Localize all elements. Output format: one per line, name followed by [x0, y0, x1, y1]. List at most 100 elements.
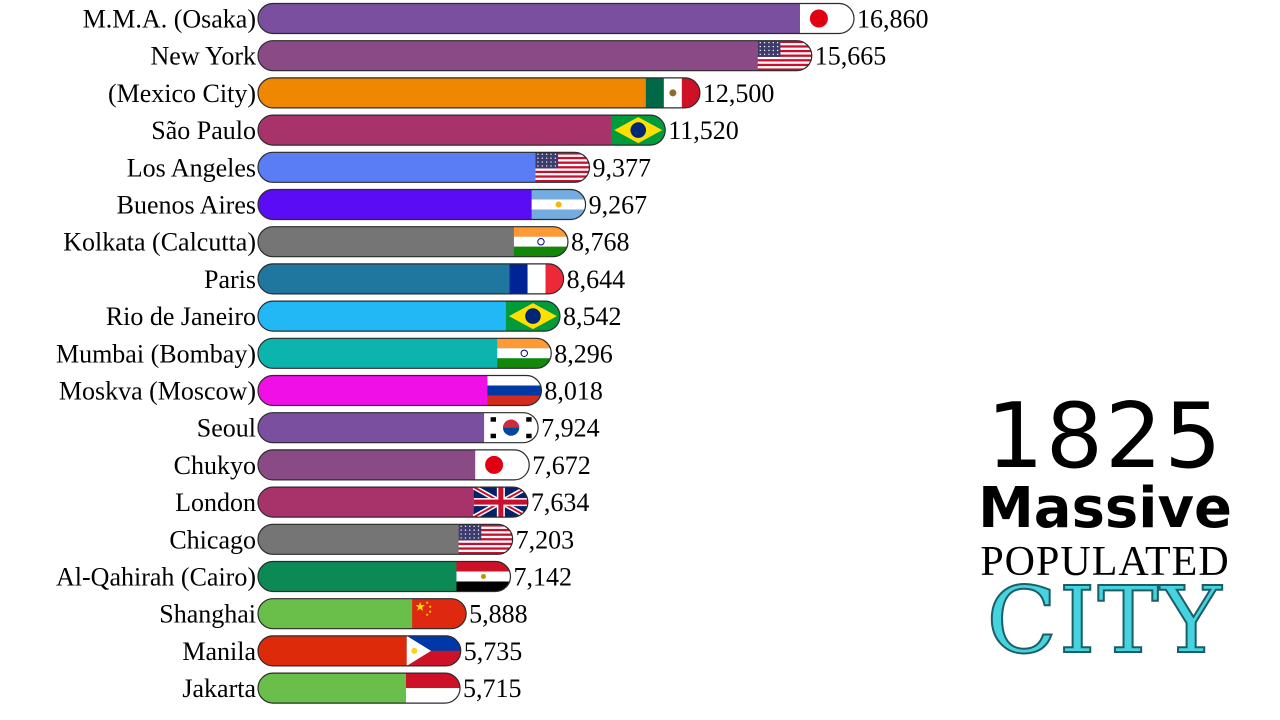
- value-label: 5,888: [469, 600, 528, 629]
- bar-row: Al-Qahirah (Cairo) 7,142: [56, 560, 572, 593]
- bar: [258, 3, 854, 34]
- bar: [258, 115, 666, 146]
- bar-row: Rio de Janeiro 8,542: [106, 300, 622, 332]
- bar-row: Shanghai 5,888: [159, 598, 528, 630]
- flag-icon: [497, 338, 552, 369]
- value-label: 5,715: [463, 674, 522, 703]
- bar-outline: [257, 523, 514, 555]
- value-label: 9,377: [592, 153, 651, 182]
- value-label: 16,860: [857, 5, 929, 34]
- bar-row: Chicago 7,203: [169, 523, 575, 555]
- flag-icon: [458, 524, 513, 555]
- flag-icon: [487, 375, 542, 406]
- category-label: London: [175, 488, 256, 517]
- bar-row: Moskva (Moscow) 8,018: [59, 374, 603, 407]
- bar-row: Seoul 7,924: [197, 412, 600, 444]
- category-label: Al-Qahirah (Cairo): [56, 563, 256, 592]
- flag-icon: [505, 301, 560, 332]
- bar-outline: [257, 40, 813, 72]
- category-label: Moskva (Moscow): [59, 377, 256, 406]
- flag-icon: [513, 226, 568, 257]
- flag-icon: [509, 263, 564, 294]
- flag-icon: [645, 77, 700, 108]
- category-label: Paris: [204, 265, 256, 294]
- bar-row: Chukyo 7,672: [174, 449, 591, 481]
- bar-outline: [257, 412, 539, 444]
- value-label: 8,644: [567, 265, 626, 294]
- value-label: 15,665: [815, 42, 887, 71]
- flag-icon: [412, 598, 467, 629]
- bar-row: Buenos Aires 9,267: [117, 188, 648, 221]
- flag-icon: [406, 635, 461, 666]
- flag-icon: [475, 449, 530, 480]
- bar-row: Mumbai (Bombay) 8,296: [56, 337, 613, 369]
- value-label: 8,296: [554, 339, 613, 368]
- category-label: New York: [151, 42, 256, 71]
- bar-outline: [257, 151, 591, 183]
- category-label: Manila: [182, 637, 256, 666]
- bar-chart: M.M.A. (Osaka) 16,860 New York 15,665 (Mexic…: [56, 2, 929, 704]
- category-label: Seoul: [197, 414, 256, 443]
- category-label: Los Angeles: [127, 153, 256, 182]
- flag-icon: [456, 561, 511, 592]
- flag-icon: [757, 40, 812, 71]
- value-label: 7,672: [532, 451, 591, 480]
- bar-outline: [257, 2, 855, 35]
- bar-outline: [257, 226, 569, 258]
- flag-icon: [472, 487, 528, 518]
- bar-outline: [257, 598, 467, 630]
- category-label: Chukyo: [174, 451, 256, 480]
- value-label: 8,768: [571, 228, 630, 257]
- bar-outline: [257, 114, 666, 146]
- bar-row: Los Angeles 9,377: [127, 151, 651, 183]
- title-city: CITY: [986, 567, 1224, 674]
- category-label: Kolkata (Calcutta): [63, 228, 256, 257]
- category-label: São Paulo: [151, 116, 256, 145]
- value-label: 8,018: [544, 377, 603, 406]
- bar-outline: [257, 263, 565, 295]
- value-label: 9,267: [589, 191, 648, 220]
- bar-outline: [257, 672, 461, 704]
- year-label: 1825: [986, 384, 1224, 489]
- bar: [258, 189, 586, 220]
- flag-icon: [800, 3, 854, 34]
- flag-icon: [406, 673, 461, 704]
- bar-outline: [257, 560, 512, 593]
- category-label: Rio de Janeiro: [106, 302, 256, 331]
- bar-outline: [257, 300, 561, 332]
- title-populated: POPULATED: [980, 539, 1230, 585]
- value-label: 12,500: [703, 79, 775, 108]
- bar-outline: [257, 635, 462, 667]
- category-label: Shanghai: [159, 600, 256, 629]
- bar-outline: [257, 77, 701, 109]
- flag-icon: [531, 189, 586, 220]
- value-label: 8,542: [563, 302, 622, 331]
- bar-outline: [257, 486, 529, 518]
- value-label: 7,142: [513, 563, 572, 592]
- value-label: 7,924: [541, 414, 600, 443]
- category-label: (Mexico City): [108, 79, 256, 108]
- title-panel: 1825 Massive POPULATED CITY: [940, 384, 1270, 674]
- category-label: Buenos Aires: [117, 191, 256, 220]
- bar-outline: [257, 449, 530, 481]
- bar-row: New York 15,665: [151, 40, 887, 72]
- flag-icon: [484, 412, 539, 443]
- bar-row: (Mexico City) 12,500: [108, 77, 775, 109]
- category-label: Chicago: [169, 525, 256, 554]
- category-label: M.M.A. (Osaka): [83, 5, 256, 34]
- flag-icon: [535, 152, 590, 183]
- bar-row: M.M.A. (Osaka) 16,860: [83, 2, 929, 35]
- bar-row: London 7,634: [175, 486, 590, 518]
- title-massive: Massive: [978, 476, 1232, 541]
- bar-row: Kolkata (Calcutta) 8,768: [63, 226, 630, 258]
- bar: [258, 77, 700, 108]
- bar-row: São Paulo 11,520: [151, 114, 739, 146]
- bar-row: Manila 5,735: [182, 635, 523, 667]
- flag-icon: [611, 115, 666, 146]
- bar: [258, 40, 812, 71]
- value-label: 11,520: [668, 116, 739, 145]
- value-label: 7,634: [531, 488, 590, 517]
- bar-outline: [257, 188, 587, 221]
- value-label: 5,735: [464, 637, 523, 666]
- value-label: 7,203: [516, 525, 575, 554]
